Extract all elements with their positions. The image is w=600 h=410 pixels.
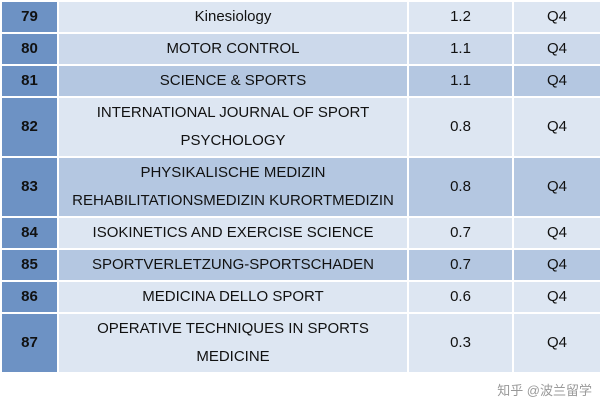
- impact-factor-cell: 0.8: [407, 156, 514, 218]
- rank-cell: 84: [0, 216, 59, 250]
- journal-ranking-table: 79 Kinesiology 1.2 Q4 80 MOTOR CONTROL 1…: [0, 0, 600, 374]
- quartile-cell: Q4: [512, 96, 600, 158]
- table-row: 86 MEDICINA DELLO SPORT 0.6 Q4: [0, 280, 600, 314]
- table-row: 84 ISOKINETICS AND EXERCISE SCIENCE 0.7 …: [0, 216, 600, 250]
- quartile-cell: Q4: [512, 32, 600, 66]
- journal-cell: SPORTVERLETZUNG-SPORTSCHADEN: [57, 248, 409, 282]
- bottom-strip: [0, 403, 600, 410]
- table-row: 87 OPERATIVE TECHNIQUES IN SPORTS MEDICI…: [0, 312, 600, 374]
- journal-cell: INTERNATIONAL JOURNAL OF SPORT PSYCHOLOG…: [57, 96, 409, 158]
- rank-cell: 80: [0, 32, 59, 66]
- table-row: 79 Kinesiology 1.2 Q4: [0, 0, 600, 34]
- rank-cell: 79: [0, 0, 59, 34]
- quartile-cell: Q4: [512, 312, 600, 374]
- journal-cell: MEDICINA DELLO SPORT: [57, 280, 409, 314]
- impact-factor-cell: 0.6: [407, 280, 514, 314]
- journal-cell: SCIENCE & SPORTS: [57, 64, 409, 98]
- impact-factor-cell: 1.1: [407, 64, 514, 98]
- watermark: 知乎 @波兰留学: [483, 377, 596, 402]
- impact-factor-cell: 0.8: [407, 96, 514, 158]
- journal-cell: PHYSIKALISCHE MEDIZIN REHABILITATIONSMED…: [57, 156, 409, 218]
- rank-cell: 81: [0, 64, 59, 98]
- quartile-cell: Q4: [512, 248, 600, 282]
- rank-cell: 83: [0, 156, 59, 218]
- impact-factor-cell: 0.3: [407, 312, 514, 374]
- impact-factor-cell: 1.2: [407, 0, 514, 34]
- journal-cell: Kinesiology: [57, 0, 409, 34]
- table-row: 85 SPORTVERLETZUNG-SPORTSCHADEN 0.7 Q4: [0, 248, 600, 282]
- impact-factor-cell: 0.7: [407, 216, 514, 250]
- rank-cell: 85: [0, 248, 59, 282]
- journal-cell: OPERATIVE TECHNIQUES IN SPORTS MEDICINE: [57, 312, 409, 374]
- journal-cell: ISOKINETICS AND EXERCISE SCIENCE: [57, 216, 409, 250]
- quartile-cell: Q4: [512, 156, 600, 218]
- quartile-cell: Q4: [512, 216, 600, 250]
- impact-factor-cell: 1.1: [407, 32, 514, 66]
- table-row: 82 INTERNATIONAL JOURNAL OF SPORT PSYCHO…: [0, 96, 600, 158]
- quartile-cell: Q4: [512, 280, 600, 314]
- journal-cell: MOTOR CONTROL: [57, 32, 409, 66]
- rank-cell: 87: [0, 312, 59, 374]
- table-row: 83 PHYSIKALISCHE MEDIZIN REHABILITATIONS…: [0, 156, 600, 218]
- quartile-cell: Q4: [512, 64, 600, 98]
- table-row: 80 MOTOR CONTROL 1.1 Q4: [0, 32, 600, 66]
- impact-factor-cell: 0.7: [407, 248, 514, 282]
- rank-cell: 82: [0, 96, 59, 158]
- quartile-cell: Q4: [512, 0, 600, 34]
- table-row: 81 SCIENCE & SPORTS 1.1 Q4: [0, 64, 600, 98]
- rank-cell: 86: [0, 280, 59, 314]
